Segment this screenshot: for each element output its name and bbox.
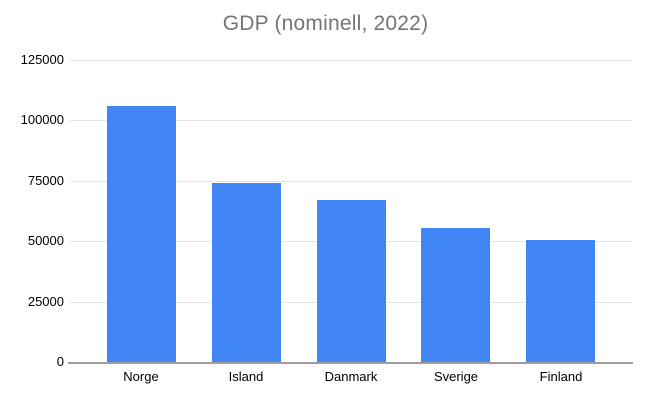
y-axis-tick-label: 125000	[20, 52, 64, 67]
y-axis-tick-label: 100000	[20, 112, 64, 127]
gridline	[70, 120, 632, 121]
bar-sverige	[421, 228, 490, 362]
y-axis-tick-label: 75000	[27, 173, 64, 188]
x-axis-category-label: Norge	[123, 369, 159, 384]
x-axis-category-label: Finland	[539, 369, 583, 384]
bar-danmark	[317, 200, 386, 362]
x-axis-line	[68, 362, 633, 364]
bar-norge	[107, 106, 176, 362]
bar-finland	[526, 240, 595, 362]
x-axis-category-label: Island	[228, 369, 264, 384]
y-axis-tick-label: 50000	[27, 233, 64, 248]
y-axis-tick-label: 0	[56, 354, 64, 369]
gridline	[70, 181, 632, 182]
gridline	[70, 302, 632, 303]
y-axis-tick-label: 25000	[27, 294, 64, 309]
x-axis-category-label: Danmark	[324, 369, 378, 384]
gridline	[70, 60, 632, 61]
bar-island	[212, 183, 281, 362]
gridline	[70, 241, 632, 242]
chart-title: GDP (nominell, 2022)	[222, 12, 429, 35]
x-axis-category-label: Sverige	[433, 369, 479, 384]
